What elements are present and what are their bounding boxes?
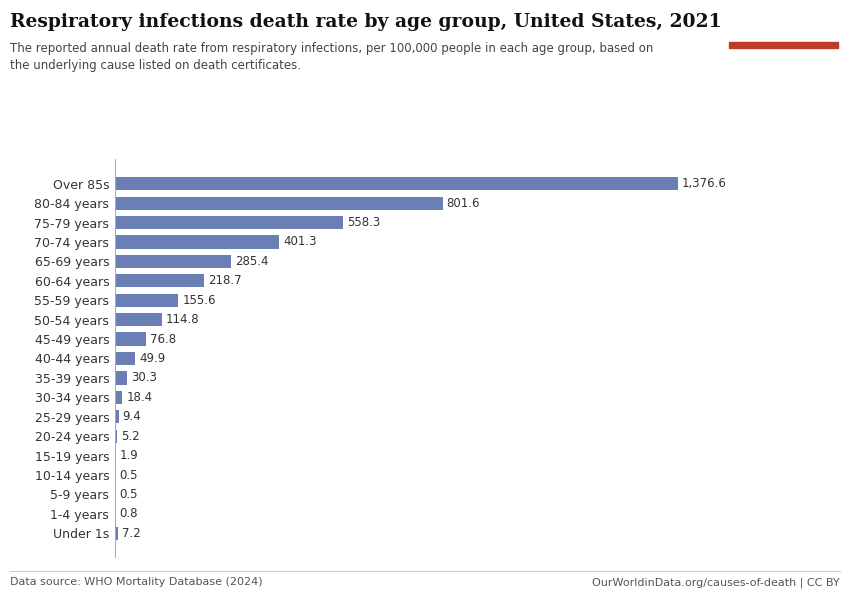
Bar: [115, 430, 117, 443]
Text: 1.9: 1.9: [120, 449, 139, 462]
Text: 18.4: 18.4: [127, 391, 152, 404]
Text: 0.8: 0.8: [119, 508, 138, 520]
Bar: [115, 177, 677, 190]
Bar: [115, 255, 231, 268]
Text: OurWorldinData.org/causes-of-death | CC BY: OurWorldinData.org/causes-of-death | CC …: [592, 577, 840, 588]
Text: 9.4: 9.4: [122, 410, 141, 423]
Text: 30.3: 30.3: [131, 371, 157, 385]
Bar: [115, 235, 279, 248]
Bar: [115, 410, 119, 424]
Text: The reported annual death rate from respiratory infections, per 100,000 people i: The reported annual death rate from resp…: [10, 42, 654, 72]
Text: 114.8: 114.8: [166, 313, 200, 326]
Text: 218.7: 218.7: [208, 274, 242, 287]
Bar: [115, 274, 204, 287]
Text: 155.6: 155.6: [183, 294, 216, 307]
Text: Respiratory infections death rate by age group, United States, 2021: Respiratory infections death rate by age…: [10, 13, 722, 31]
Bar: [115, 352, 135, 365]
Text: 5.2: 5.2: [121, 430, 139, 443]
Text: 7.2: 7.2: [122, 527, 140, 540]
Bar: [115, 332, 146, 346]
Text: Our World
in Data: Our World in Data: [754, 10, 813, 34]
Text: 558.3: 558.3: [347, 216, 381, 229]
Text: 0.5: 0.5: [119, 469, 138, 482]
Text: 49.9: 49.9: [139, 352, 166, 365]
Text: 401.3: 401.3: [283, 235, 316, 248]
Bar: [115, 313, 162, 326]
Bar: [115, 197, 443, 210]
Bar: [729, 43, 838, 48]
Text: 0.5: 0.5: [119, 488, 138, 501]
Bar: [115, 527, 117, 540]
Bar: [115, 391, 122, 404]
Text: 76.8: 76.8: [150, 332, 177, 346]
Bar: [115, 371, 128, 385]
Bar: [115, 216, 343, 229]
Text: 1,376.6: 1,376.6: [682, 177, 727, 190]
Bar: [115, 293, 178, 307]
Text: 801.6: 801.6: [447, 197, 480, 209]
Text: Data source: WHO Mortality Database (2024): Data source: WHO Mortality Database (202…: [10, 577, 263, 587]
Text: 285.4: 285.4: [235, 255, 269, 268]
